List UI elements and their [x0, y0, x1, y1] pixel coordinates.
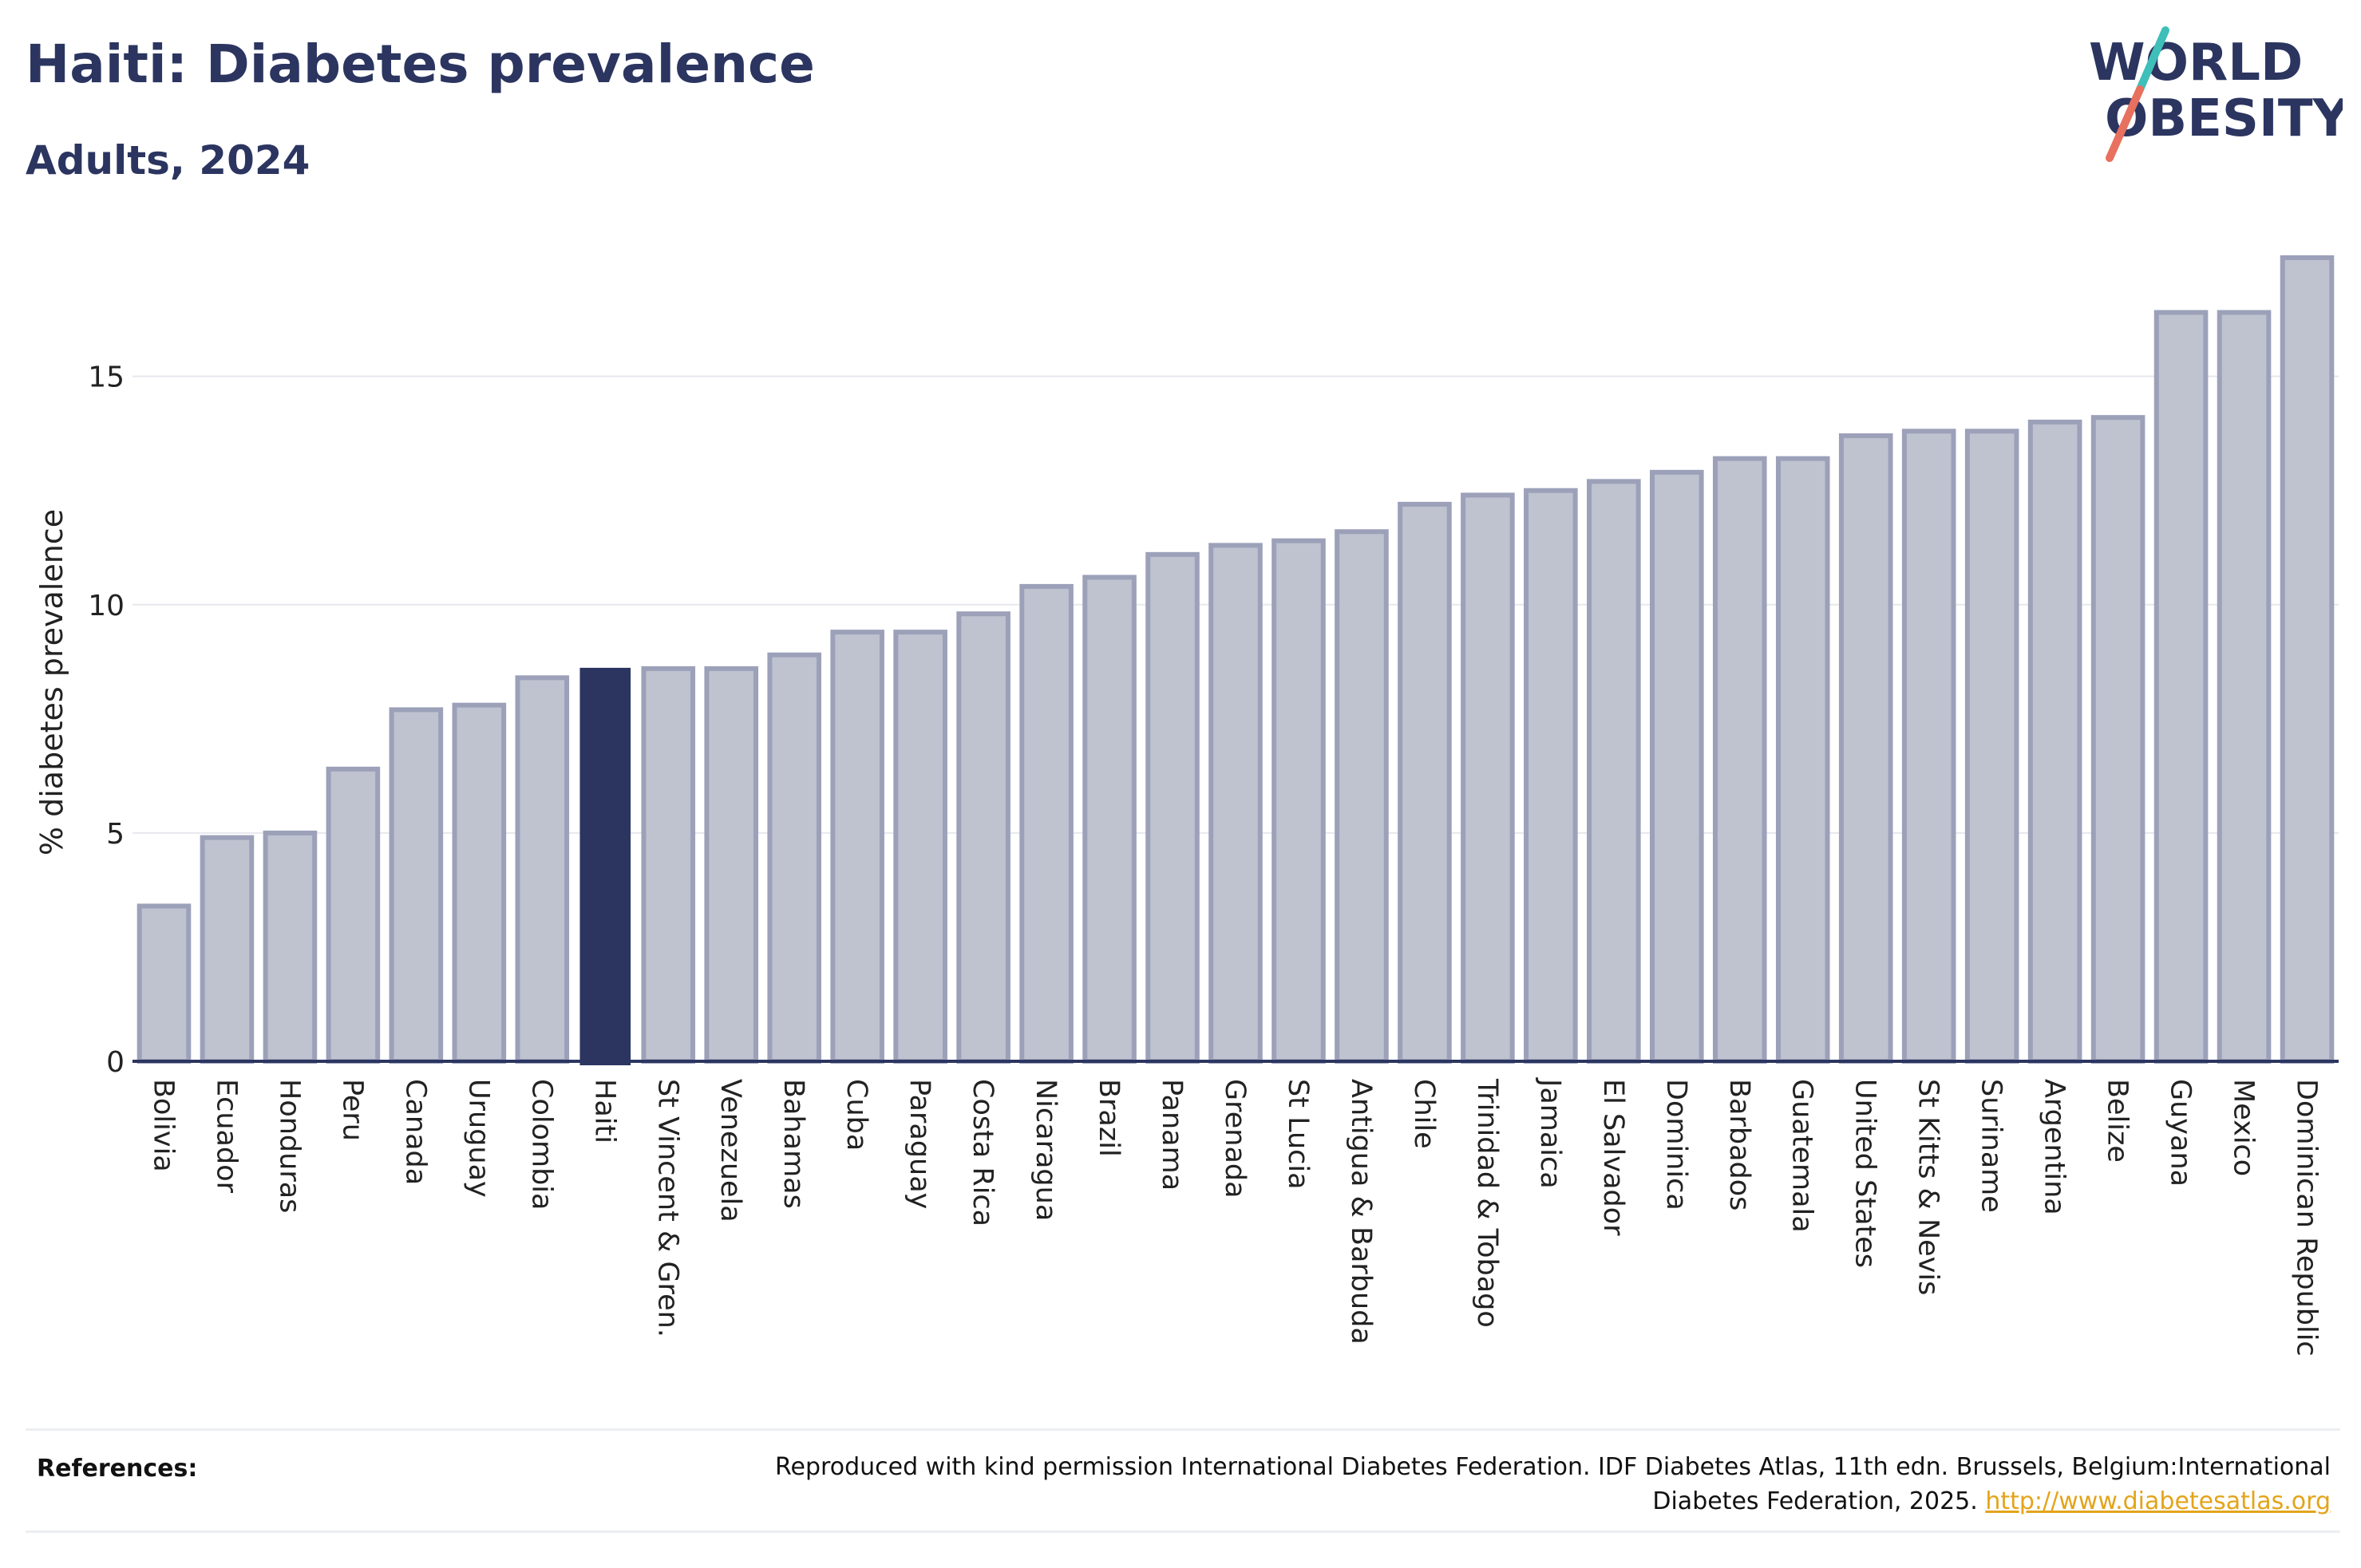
bar-uruguay [452, 702, 507, 1064]
x-tick-label: Grenada [1219, 1079, 1251, 1199]
x-tick-label: Argentina [2039, 1079, 2070, 1215]
logo-slash-coral [2106, 85, 2144, 162]
x-tick-label: Honduras [273, 1079, 305, 1213]
x-tick-label: Dominica [1660, 1079, 1692, 1211]
bar-trinidad-tobago [1461, 492, 1515, 1064]
bar-panama [1145, 551, 1200, 1064]
bars [136, 255, 2335, 1066]
world-obesity-logo: WORLD OBESITY [2089, 26, 2343, 162]
x-axis-tick-labels: Bolivia Ecuador Honduras Peru Canada Uruguay C… [147, 1077, 2322, 1357]
x-tick-label: Costa Rica [967, 1079, 999, 1226]
bar-st-kitts-nevis [1901, 429, 1956, 1064]
bar-ecuador [200, 835, 255, 1064]
x-tick-label: Haiti [588, 1079, 620, 1143]
y-tick-label: 0 [106, 1046, 125, 1079]
bar-chart: 0 5 10 15 Bolivia Ecuador Honduras Peru Canada U… [34, 255, 2339, 1357]
references-body: Reproduced with kind permission Internat… [694, 1450, 2331, 1519]
bar-belize [2090, 415, 2145, 1064]
bar-jamaica [1524, 488, 1578, 1064]
logo-line2: OBESITY [2105, 89, 2343, 148]
x-tick-label: Mexico [2228, 1079, 2260, 1176]
bar-paraguay [893, 630, 947, 1064]
x-tick-label: El Salvador [1597, 1079, 1629, 1236]
x-tick-label: Uruguay [462, 1079, 494, 1198]
bar-barbados [1712, 456, 1767, 1064]
bar-dominican-republic [2280, 255, 2335, 1064]
x-tick-label: St Vincent & Gren. [651, 1079, 683, 1337]
x-tick-label: Cuba [840, 1079, 872, 1151]
x-tick-label: Paraguay [904, 1079, 935, 1209]
bar-peru [326, 766, 381, 1064]
x-tick-label: St Kitts & Nevis [1912, 1079, 1944, 1295]
bar-st-lucia [1271, 538, 1326, 1064]
y-tick-label: 15 [88, 361, 125, 394]
bar-brazil [1082, 575, 1137, 1064]
logo-line1: WORLD [2089, 34, 2303, 93]
x-tick-label: Brazil [1093, 1079, 1125, 1157]
bar-venezuela [704, 666, 759, 1064]
bar-cuba [830, 630, 884, 1064]
bar-nicaragua [1019, 583, 1074, 1064]
x-tick-label: United States [1849, 1079, 1881, 1268]
chart-subtitle: Adults, 2024 [26, 137, 310, 184]
bar-antigua-barbuda [1335, 529, 1389, 1064]
bar-bahamas [767, 652, 821, 1064]
y-axis-ticks: 0 5 10 15 [88, 361, 125, 1079]
bar-bolivia [136, 903, 192, 1064]
bar-suriname [1964, 429, 2019, 1064]
bar-guyana [2153, 310, 2209, 1064]
x-tick-label: Nicaragua [1030, 1079, 1062, 1221]
references-link[interactable]: http://www.diabetesatlas.org [1985, 1487, 2331, 1515]
references-text: Reproduced with kind permission Internat… [775, 1453, 2331, 1515]
bar-colombia [515, 675, 570, 1064]
x-tick-label: Chile [1408, 1079, 1440, 1149]
bar-mexico [2217, 310, 2272, 1064]
bar-dominica [1650, 469, 1704, 1064]
y-tick-label: 10 [88, 590, 125, 622]
x-tick-label: Canada [399, 1079, 431, 1185]
bar-chile [1398, 501, 1452, 1064]
x-tick-label: Venezuela [714, 1079, 746, 1222]
logo-slash-teal [2136, 26, 2169, 93]
bar-canada [389, 707, 444, 1064]
x-tick-label: Guyana [2165, 1079, 2197, 1187]
x-tick-label: Jamaica [1534, 1077, 1566, 1189]
bar-el-salvador [1587, 479, 1641, 1064]
references-label: References: [37, 1455, 198, 1483]
bar-guatemala [1775, 456, 1830, 1064]
bar-costa-rica [956, 611, 1010, 1064]
x-tick-label: Panama [1156, 1079, 1188, 1191]
x-tick-label: Bolivia [147, 1079, 179, 1172]
x-tick-label: Bahamas [777, 1079, 809, 1209]
x-tick-label: Trinidad & Tobago [1471, 1078, 1503, 1328]
bar-grenada [1208, 543, 1263, 1064]
bar-united-states [1838, 433, 1893, 1064]
x-tick-label: Antigua & Barbuda [1345, 1079, 1377, 1345]
x-tick-label: Guatemala [1786, 1079, 1818, 1233]
x-tick-label: Suriname [1975, 1079, 2007, 1213]
x-tick-label: Dominican Republic [2291, 1079, 2323, 1357]
y-axis-label: % diabetes prevalence [34, 509, 69, 855]
x-tick-label: Belize [2102, 1079, 2134, 1163]
x-tick-label: Peru [336, 1079, 368, 1141]
x-tick-label: Ecuador [210, 1079, 242, 1194]
chart-title: Haiti: Diabetes prevalence [26, 34, 815, 95]
references-footer: References: Reproduced with kind permiss… [26, 1428, 2340, 1533]
y-tick-label: 5 [106, 818, 125, 851]
x-tick-label: Colombia [525, 1079, 557, 1210]
x-tick-label: St Lucia [1282, 1079, 1314, 1190]
bar-honduras [263, 830, 318, 1064]
bar-haiti [579, 667, 631, 1066]
x-tick-label: Barbados [1723, 1079, 1755, 1211]
bar-st-vincent-gren- [641, 666, 696, 1064]
bar-argentina [2027, 419, 2082, 1064]
